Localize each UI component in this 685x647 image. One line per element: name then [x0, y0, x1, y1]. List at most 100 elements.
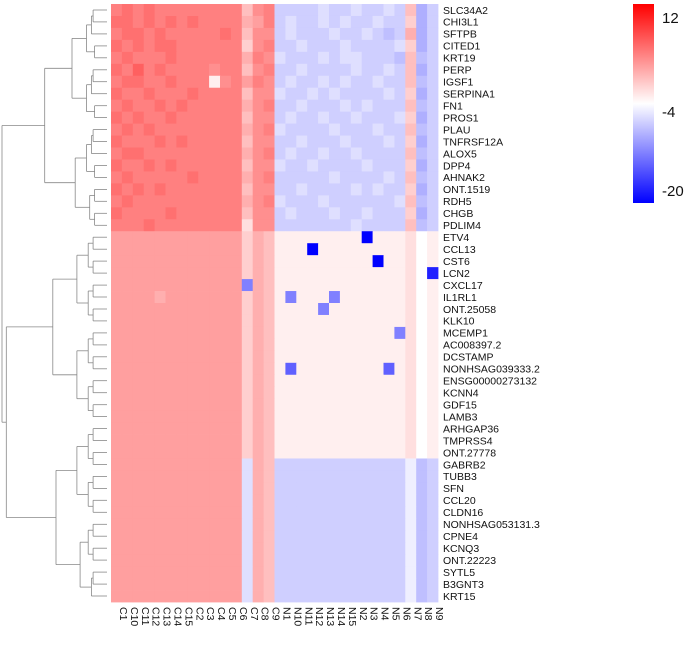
heatmap-cell [329, 362, 341, 376]
heatmap-cell [220, 39, 232, 53]
heatmap-cell [176, 171, 188, 184]
heatmap-cell [372, 350, 384, 364]
heatmap-cell [339, 51, 352, 65]
heatmap-cell [165, 123, 177, 136]
heatmap-cell [427, 518, 439, 531]
heatmap-cell [263, 566, 275, 579]
heatmap-cell [165, 159, 177, 172]
heatmap-cell [198, 267, 210, 280]
heatmap-cell [318, 314, 330, 328]
heatmap-cell [187, 4, 199, 17]
heatmap-cell [176, 207, 188, 220]
heatmap-cell [394, 326, 406, 340]
heatmap-cell [285, 578, 297, 591]
column-label: C12 [150, 607, 162, 626]
heatmap-cell [187, 123, 199, 136]
heatmap-cell [165, 15, 177, 29]
heatmap-cell [187, 350, 199, 364]
heatmap-cell [165, 279, 177, 292]
heatmap-cell [154, 255, 166, 268]
heatmap-cell [252, 422, 264, 435]
heatmap-cell [121, 135, 134, 148]
heatmap-cell [121, 39, 134, 53]
heatmap-cell [361, 398, 373, 412]
heatmap-cell [416, 135, 428, 148]
heatmap-cell [165, 326, 177, 340]
column-label: N12 [313, 607, 325, 626]
heatmap-cell [394, 494, 406, 507]
heatmap-cell [220, 267, 232, 280]
heatmap-cell [383, 374, 395, 388]
heatmap-cell [383, 362, 395, 376]
heatmap-cell [394, 422, 406, 435]
heatmap-cell [329, 63, 341, 77]
heatmap-cell [329, 350, 341, 364]
column-label: N4 [379, 607, 391, 621]
heatmap-cell [187, 518, 199, 531]
heatmap-cell [416, 482, 428, 495]
heatmap-cell [198, 338, 210, 352]
heatmap-cell [198, 279, 210, 292]
heatmap-cell [111, 554, 123, 567]
heatmap-cell [416, 99, 428, 113]
heatmap-cell [187, 87, 199, 101]
heatmap-cell [416, 63, 428, 77]
heatmap-cell [121, 99, 134, 113]
column-label: N14 [335, 607, 347, 626]
heatmap-cell [154, 159, 166, 172]
heatmap-cell [154, 279, 166, 292]
heatmap-cell [241, 458, 254, 471]
heatmap-cell [361, 482, 373, 495]
heatmap-cell [339, 386, 352, 400]
heatmap-cell [427, 51, 439, 65]
heatmap-cell [165, 303, 177, 316]
heatmap-cell [274, 470, 286, 483]
heatmap-cell [154, 291, 166, 304]
heatmap-cell [252, 243, 264, 256]
heatmap-cell [285, 314, 297, 328]
heatmap-cell [209, 135, 221, 148]
heatmap-cell [329, 530, 341, 543]
heatmap-cell [318, 123, 330, 136]
heatmap-cell [361, 4, 373, 17]
heatmap-cell [329, 15, 341, 29]
heatmap-cell [296, 554, 308, 567]
heatmap-cell [329, 458, 341, 471]
heatmap-cell [285, 255, 297, 268]
heatmap-cell [220, 75, 232, 89]
heatmap-cell [274, 530, 286, 543]
heatmap-cell [111, 458, 123, 471]
heatmap-cell [307, 183, 319, 196]
heatmap-cell [383, 410, 395, 423]
heatmap-cell [198, 255, 210, 268]
heatmap-cell [198, 75, 210, 89]
heatmap-cell [339, 506, 352, 519]
heatmap-cell [209, 243, 221, 256]
row-label: KCNQ3 [443, 543, 479, 555]
heatmap-cell [230, 458, 243, 471]
row-label: ALOX5 [443, 148, 477, 160]
heatmap-cell [132, 530, 145, 543]
heatmap-cell [220, 4, 232, 17]
heatmap-cell [383, 111, 395, 124]
heatmap-cell [187, 578, 199, 591]
heatmap-cell [285, 15, 297, 29]
heatmap-cell [230, 231, 243, 244]
heatmap-cell [361, 458, 373, 471]
heatmap-cell [187, 374, 199, 388]
heatmap-cell [111, 159, 123, 172]
row-label: SLC34A2 [443, 5, 488, 17]
heatmap-cell [318, 566, 330, 579]
heatmap-cell [241, 386, 254, 400]
heatmap-cell [154, 27, 166, 41]
heatmap-cell [111, 147, 123, 160]
heatmap-cell [176, 267, 188, 280]
heatmap-cell [241, 219, 254, 232]
column-label: N3 [368, 607, 380, 621]
heatmap-cell [252, 338, 264, 352]
heatmap-cell [230, 470, 243, 483]
heatmap-cell [405, 243, 417, 256]
heatmap-cell [111, 422, 123, 435]
heatmap-cell [416, 434, 428, 447]
heatmap-cell [339, 578, 352, 591]
